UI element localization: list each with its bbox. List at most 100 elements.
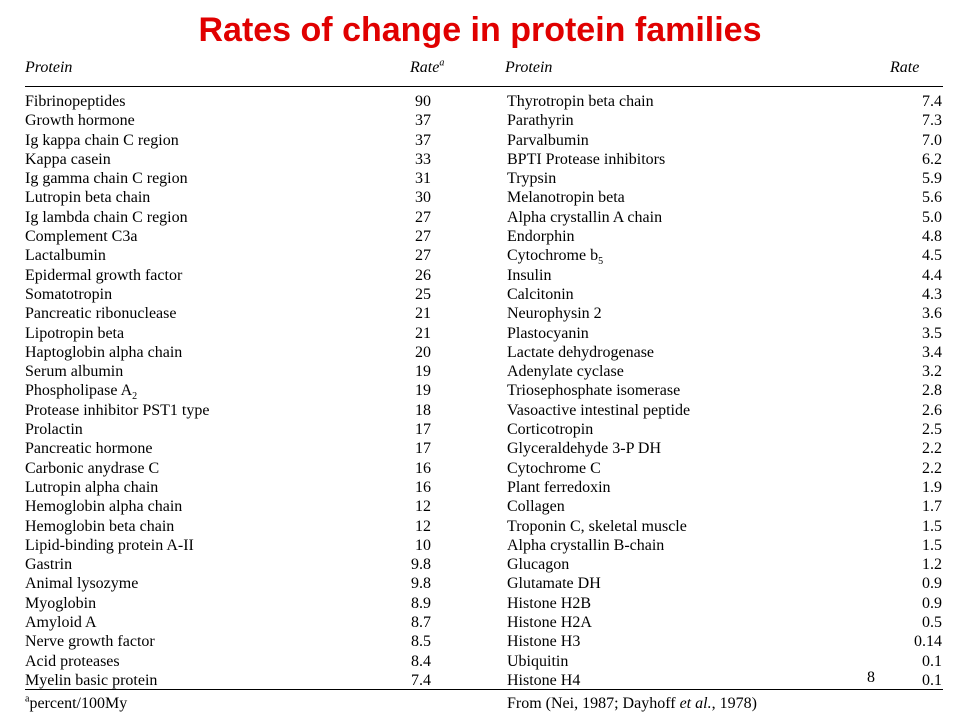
table-row: Lactalbumin 27: [25, 246, 445, 265]
table-row: Gastrin 9.8: [25, 555, 445, 574]
protein-name: Growth hormone: [25, 111, 135, 130]
protein-name: Haptoglobin alpha chain: [25, 343, 182, 362]
rate-value: 37: [415, 131, 431, 149]
protein-name: Protease inhibitor PST1 type: [25, 401, 209, 420]
protein-name: Parvalbumin: [507, 131, 589, 150]
table-row: Vasoactive intestinal peptide 2.6: [507, 401, 942, 420]
table-row: Plastocyanin 3.5: [507, 324, 942, 343]
protein-name-text: Endorphin: [507, 228, 575, 246]
footnote-superscript: a: [25, 693, 30, 705]
protein-name-text: BPTI Protease inhibitors: [507, 150, 666, 168]
table-row: Haptoglobin alpha chain 20: [25, 343, 445, 362]
rate-value: 90: [415, 93, 431, 110]
table-row: Protease inhibitor PST1 type 18: [25, 401, 445, 420]
source-citation: From (Nei, 1987; Dayhoff et al., 1978): [507, 694, 757, 714]
protein-name: Animal lysozyme: [25, 574, 138, 593]
table-row: Glucagon 1.2: [507, 555, 942, 574]
rate-value: 1.9: [922, 478, 942, 496]
protein-name: Thyrotropin beta chain: [507, 92, 654, 111]
rate-value: 5.9: [922, 170, 942, 188]
protein-name: Nerve growth factor: [25, 632, 155, 651]
protein-name-text: Pancreatic ribonuclease: [25, 305, 177, 323]
table-row: Alpha crystallin A chain 5.0: [507, 208, 942, 227]
protein-name-text: Myoglobin: [25, 594, 97, 612]
protein-name: Acid proteases: [25, 652, 120, 671]
protein-name-text: Insulin: [507, 266, 552, 284]
table-row: Glutamate DH 0.9: [507, 574, 942, 593]
protein-name: Endorphin: [507, 227, 575, 246]
table-row: Alpha crystallin B-chain 1.5: [507, 536, 942, 555]
left-protein-list: Fibrinopeptides 90 Growth hormone 37 Ig kapp…: [25, 92, 445, 690]
protein-name: Myoglobin: [25, 594, 96, 613]
protein-name-text: Thyrotropin beta chain: [507, 93, 654, 110]
protein-name-text: Parvalbumin: [507, 131, 589, 149]
protein-name: Histone H3: [507, 632, 580, 651]
table-row: Phospholipase A2 19: [25, 381, 445, 403]
table-row: Growth hormone 37: [25, 111, 445, 130]
rate-value: 2.2: [922, 440, 942, 458]
rate-value: 5.0: [922, 208, 942, 226]
source-suffix: , 1978): [711, 695, 757, 712]
protein-name-text: Cytochrome b: [507, 247, 599, 265]
protein-name-text: Glucagon: [507, 556, 570, 574]
table-row: Lutropin alpha chain 16: [25, 478, 445, 497]
rate-value: 19: [415, 363, 431, 381]
rate-value: 17: [415, 440, 431, 458]
table-row: Prolactin 17: [25, 420, 445, 439]
rate-value: 0.1: [922, 671, 942, 689]
table-row: Collagen 1.7: [507, 497, 942, 516]
protein-name-text: Trypsin: [507, 170, 557, 188]
protein-name-text: Prolactin: [25, 421, 83, 439]
rate-value: 7.4: [922, 93, 942, 110]
rate-value: 1.5: [922, 536, 942, 554]
left-rate-header-text: Rate: [410, 59, 440, 76]
table-row: Parvalbumin 7.0: [507, 131, 942, 150]
table-row: Kappa casein 33: [25, 150, 445, 169]
table-row: Histone H3 0.14: [507, 632, 942, 651]
protein-name-text: Kappa casein: [25, 150, 111, 168]
protein-name-text: Lutropin alpha chain: [25, 478, 159, 496]
protein-name: Prolactin: [25, 420, 83, 439]
header-rule: [25, 86, 943, 87]
table-row: Animal lysozyme 9.8: [25, 574, 445, 593]
protein-name-text: Haptoglobin alpha chain: [25, 343, 183, 361]
protein-name: Amyloid A: [25, 613, 97, 632]
protein-name: Adenylate cyclase: [507, 362, 624, 381]
protein-name: Hemoglobin beta chain: [25, 517, 174, 536]
protein-name-text: Troponin C, skeletal muscle: [507, 517, 687, 535]
rate-value: 21: [415, 324, 431, 342]
rate-value: 4.4: [922, 266, 942, 284]
protein-name: Trypsin: [507, 169, 556, 188]
protein-name-text: Fibrinopeptides: [25, 93, 126, 110]
protein-name: Alpha crystallin B-chain: [507, 536, 664, 555]
protein-name: Epidermal growth factor: [25, 266, 182, 285]
source-italic: et al.: [679, 695, 712, 712]
protein-name-text: Nerve growth factor: [25, 633, 155, 651]
rate-value: 7.4: [411, 671, 431, 689]
rate-value: 7.3: [922, 112, 942, 130]
protein-name-subscript: 2: [132, 391, 138, 403]
table-row: Amyloid A 8.7: [25, 613, 445, 632]
left-protein-header: Protein: [25, 59, 73, 76]
protein-name-text: Glutamate DH: [507, 575, 601, 593]
protein-name: Fibrinopeptides: [25, 92, 125, 111]
protein-name-text: Histone H2A: [507, 614, 592, 632]
protein-name-text: Pancreatic hormone: [25, 440, 153, 458]
right-protein-list: Thyrotropin beta chain 7.4 Parathyrin 7.3 Pa…: [507, 92, 942, 690]
protein-name-text: Phospholipase A: [25, 382, 133, 400]
protein-name-text: Growth hormone: [25, 112, 135, 130]
right-protein-header: Protein: [505, 59, 553, 76]
table-row: Serum albumin 19: [25, 362, 445, 381]
table-row: Carbonic anydrase C 16: [25, 459, 445, 478]
table-row: Endorphin 4.8: [507, 227, 942, 246]
rate-value: 20: [415, 343, 431, 361]
rate-value: 30: [415, 189, 431, 207]
protein-name-text: Calcitonin: [507, 285, 574, 303]
table-row: Ig kappa chain C region 37: [25, 131, 445, 150]
protein-name-text: Hemoglobin beta chain: [25, 517, 175, 535]
protein-name: Lutropin alpha chain: [25, 478, 158, 497]
protein-name: Lipid-binding protein A-II: [25, 536, 194, 555]
protein-name: Ubiquitin: [507, 652, 568, 671]
protein-name: Histone H2A: [507, 613, 592, 632]
